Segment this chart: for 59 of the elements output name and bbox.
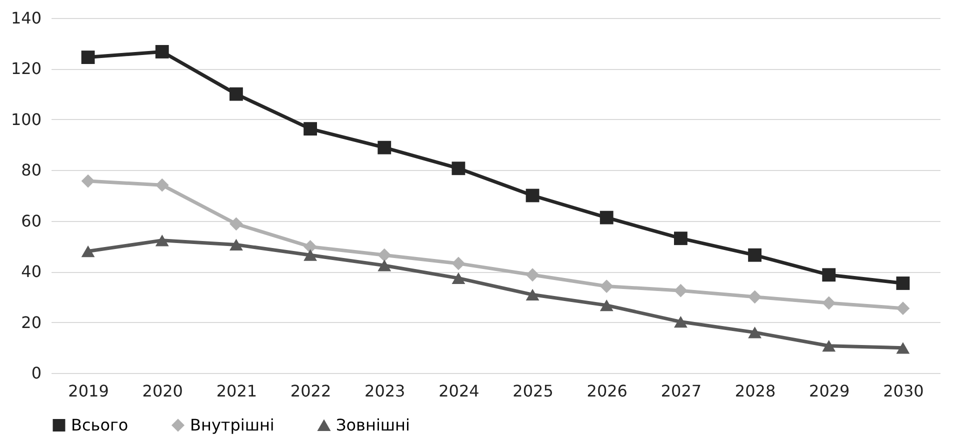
x-tick-label: 2024 [438, 382, 480, 400]
legend-label: Всього [71, 415, 128, 434]
point [748, 290, 762, 304]
x-tick-label: 2026 [586, 382, 628, 400]
x-tick-label: 2020 [142, 382, 183, 400]
point [600, 280, 614, 293]
x-tick-label: 2030 [883, 382, 924, 400]
x-tick-label: 2023 [364, 382, 406, 400]
x-tick-label: 2019 [68, 382, 109, 400]
point [896, 276, 910, 290]
point [378, 140, 392, 154]
point [155, 234, 169, 246]
point [230, 217, 243, 231]
y-tick-label: 140 [10, 8, 42, 28]
y-tick-label: 80 [21, 160, 42, 180]
point [304, 240, 317, 254]
point [600, 210, 614, 224]
point [896, 342, 910, 354]
x-tick-label: 2025 [512, 382, 554, 400]
y-tick-label: 100 [10, 110, 42, 129]
x-tick-label: 2028 [734, 382, 776, 400]
point [230, 238, 243, 250]
point [822, 340, 836, 352]
point [378, 260, 392, 272]
point [674, 284, 688, 298]
point [600, 299, 614, 312]
x-tick-label: 2027 [660, 382, 702, 400]
point [230, 87, 243, 101]
point [822, 268, 836, 282]
y-tick-label: 120 [10, 59, 42, 78]
legend-label: Зовнішні [336, 416, 410, 434]
point [155, 45, 169, 58]
point [452, 256, 466, 270]
x-tick-label: 2022 [290, 382, 332, 400]
point [526, 288, 540, 300]
point [304, 122, 317, 136]
point [81, 174, 95, 188]
point [304, 249, 317, 261]
y-tick-label: 20 [21, 312, 42, 332]
y-tick-label: 0 [31, 364, 42, 382]
point [452, 272, 466, 284]
y-tick-label: 40 [21, 262, 42, 282]
point [896, 302, 910, 316]
point [674, 316, 688, 328]
point [748, 326, 762, 338]
point [155, 178, 169, 192]
point [674, 232, 688, 246]
point [452, 162, 466, 176]
point [526, 268, 540, 282]
point [526, 188, 540, 202]
point [748, 248, 762, 262]
point [822, 296, 836, 310]
y-tick-label: 60 [21, 211, 42, 230]
point [81, 245, 95, 258]
x-tick-label: 2021 [216, 382, 258, 400]
point [81, 50, 95, 64]
x-tick-label: 2029 [809, 382, 850, 400]
point [378, 248, 392, 262]
legend-label: Внутрішні [190, 415, 274, 434]
